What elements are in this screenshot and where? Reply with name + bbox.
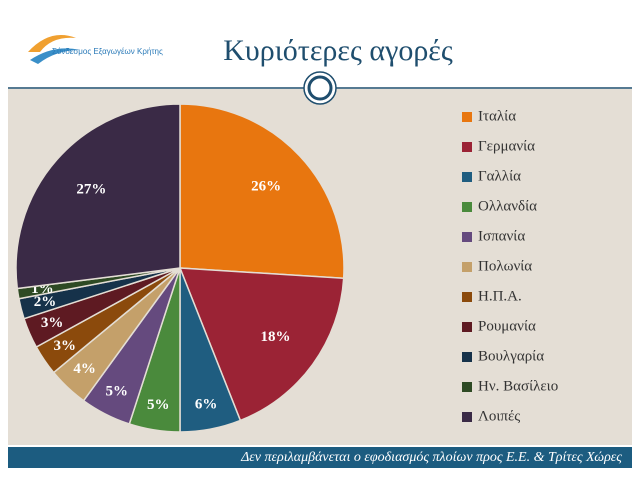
data-label: 3%	[53, 338, 76, 354]
footer-note: Δεν περιλαμβάνεται ο εφοδιασμός πλοίων π…	[240, 450, 622, 465]
legend-label: Ρουμανία	[478, 318, 536, 334]
data-label: 27%	[76, 181, 106, 197]
data-label: 3%	[41, 315, 64, 331]
legend-label: Ην. Βασίλειο	[478, 378, 558, 394]
ornament-inner	[307, 75, 333, 101]
footer-band	[8, 447, 632, 468]
data-label: 6%	[195, 396, 218, 412]
legend-swatch	[462, 232, 472, 242]
legend-swatch	[462, 202, 472, 212]
legend-swatch	[462, 172, 472, 182]
data-label: 5%	[147, 397, 170, 413]
legend-label: Βουλγαρία	[478, 348, 544, 364]
pie-slice	[178, 267, 345, 422]
data-label: 2%	[34, 294, 57, 310]
logo-mark	[28, 35, 76, 52]
logo-mark	[30, 48, 80, 64]
legend-swatch	[462, 322, 472, 332]
legend-label: Γερμανία	[478, 138, 535, 154]
legend-swatch	[462, 142, 472, 152]
pie-slice	[179, 103, 345, 280]
legend-swatch	[462, 412, 472, 422]
legend-swatch	[462, 292, 472, 302]
data-label: 18%	[261, 329, 291, 345]
legend-label: Η.Π.Α.	[478, 288, 522, 304]
legend-swatch	[462, 262, 472, 272]
legend-swatch	[462, 352, 472, 362]
data-label: 4%	[73, 361, 96, 377]
legend-swatch	[462, 382, 472, 392]
data-label: 26%	[251, 179, 281, 195]
legend-label: Ιταλία	[478, 108, 516, 124]
legend-label: Γαλλία	[478, 168, 521, 184]
legend-label: Πολωνία	[478, 258, 532, 274]
legend-label: Ισπανία	[478, 228, 525, 244]
legend-label: Λοιπές	[478, 408, 520, 424]
chart-title: Κυριότερες αγορές	[223, 34, 453, 67]
pie-slice	[15, 103, 181, 290]
data-label: 5%	[105, 384, 128, 400]
logo-text: Σύνδεσμος Εξαγωγέων Κρήτης	[52, 47, 163, 56]
legend-swatch	[462, 112, 472, 122]
legend-label: Ολλανδία	[478, 198, 537, 214]
